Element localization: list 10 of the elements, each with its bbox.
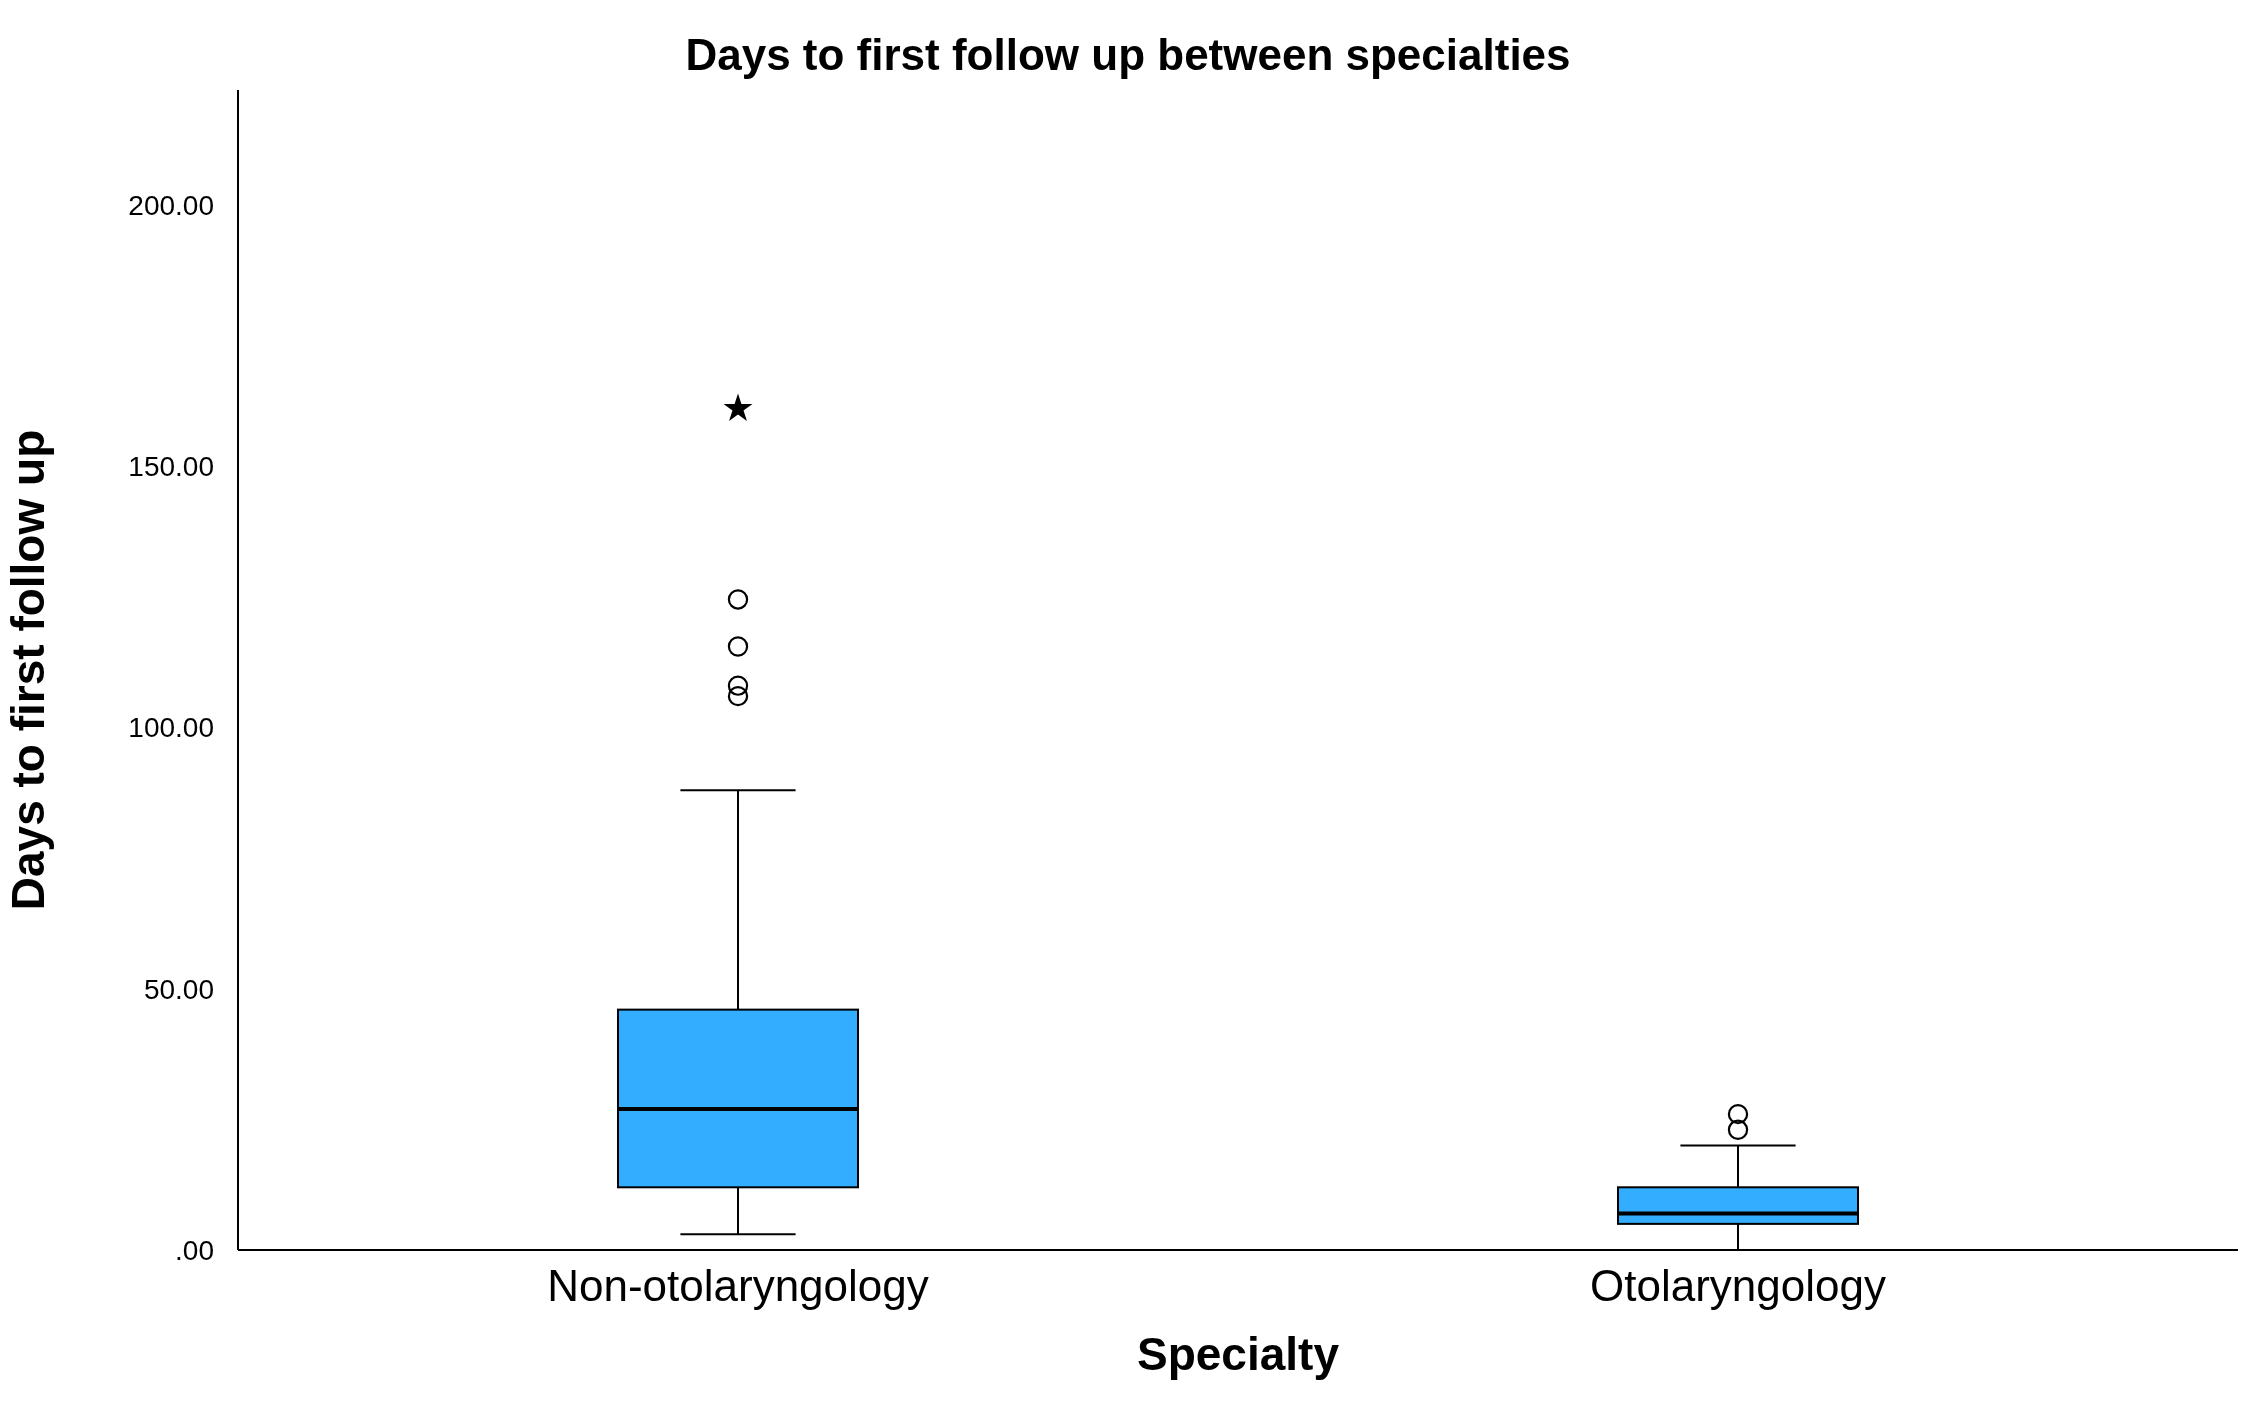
x-tick-label: Otolaryngology xyxy=(1590,1261,1886,1311)
y-axis-title: Days to first follow up xyxy=(2,429,55,911)
x-axis-title: Specialty xyxy=(1137,1328,1340,1380)
y-tick-label: .00 xyxy=(175,1234,214,1266)
y-tick-label: 150.00 xyxy=(128,451,214,483)
y-tick-label: 100.00 xyxy=(128,712,214,744)
y-tick-label: 50.00 xyxy=(143,973,214,1005)
x-tick-label: Non-otolaryngology xyxy=(547,1261,929,1311)
y-tick-label: 200.00 xyxy=(128,189,214,221)
chart-title: Days to first follow up between specialties xyxy=(684,29,1572,81)
